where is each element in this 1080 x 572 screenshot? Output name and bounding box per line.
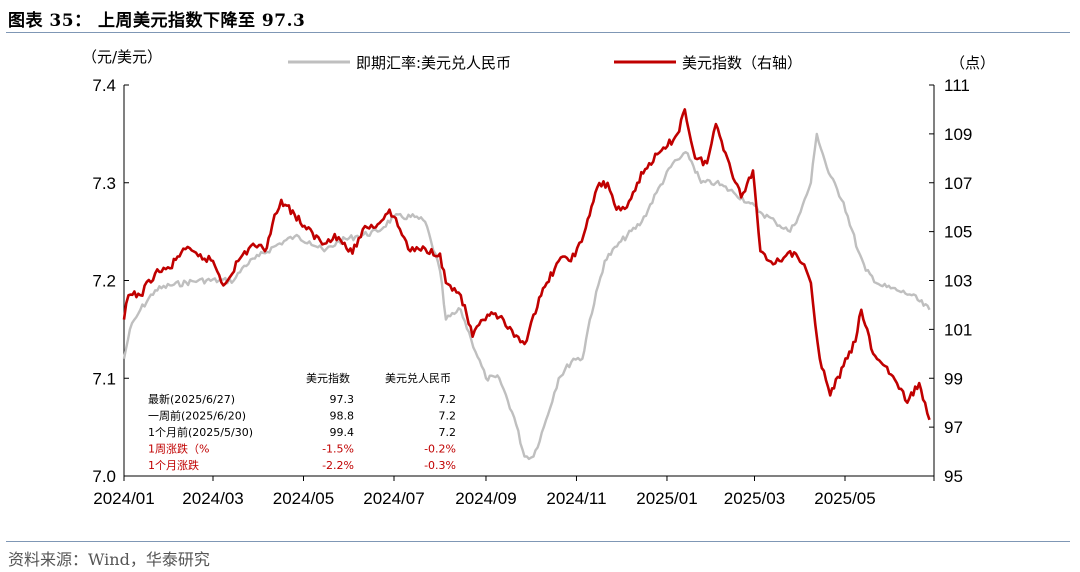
table-cell: 7.2 [439,426,457,439]
x-tick-label: 2025/05 [814,489,875,508]
x-tick-label: 2024/01 [93,489,154,508]
x-tick-label: 2025/03 [724,489,785,508]
dxy-line [122,108,931,421]
usdcny-line [122,132,931,461]
left-axis-unit: （元/美元） [82,48,162,66]
table-cell: 7.2 [439,393,457,406]
x-tick-label: 2024/09 [455,489,516,508]
left-tick-label: 7.3 [92,174,116,193]
left-tick-label: 7.2 [92,272,116,291]
left-tick-label: 7.4 [92,76,116,95]
source-note: 资料来源：Wind，华泰研究 [8,550,210,569]
x-tick-label: 2024/03 [182,489,243,508]
right-tick-label: 97 [944,418,963,437]
table-cell: -1.5% [322,443,354,456]
right-tick-label: 107 [944,174,972,193]
table-row-label: 1周涨跌（% [148,442,209,456]
right-tick-label: 111 [944,76,970,95]
table-cell: 97.3 [330,393,355,406]
left-tick-label: 7.0 [92,467,116,486]
title-bar: 图表 35： 上周美元指数下降至 97.3 [6,4,1070,33]
right-tick-label: 95 [944,467,963,486]
table-cell: -0.2% [424,443,456,456]
right-tick-label: 105 [944,223,972,242]
table-row-label: 1个月前(2025/5/30) [148,425,253,439]
chart-legend: 即期汇率:美元兑人民币 美元指数（右轴） [288,54,802,72]
table-row-label: 最新(2025/6/27) [148,392,235,406]
table-row-label: 一周前(2025/6/20) [148,409,246,423]
table-cell: -0.3% [424,459,456,472]
table-cell: 98.8 [330,410,355,423]
right-axis-unit: （点） [950,54,995,72]
chart-title: 图表 35： 上周美元指数下降至 97.3 [8,11,306,31]
x-tick-label: 2024/05 [273,489,334,508]
source-divider [6,541,1070,542]
x-tick-label: 2025/01 [636,489,697,508]
legend-label-dxy: 美元指数（右轴） [682,54,802,72]
left-tick-label: 7.1 [92,369,116,388]
table-cell: 99.4 [330,426,355,439]
table-row-label: 1个月涨跌 [148,458,199,472]
chart-lines [122,108,931,461]
table-header: 美元兑人民币 [385,371,451,385]
table-header: 美元指数 [306,371,350,385]
right-tick-label: 109 [944,125,972,144]
right-tick-label: 101 [944,320,972,339]
legend-label-usdcny: 即期汇率:美元兑人民币 [356,54,511,72]
chart-axes: 7.4 7.3 7.2 7.1 7.0 111 109 107 105 103 101 99 97 95 2… [82,48,995,508]
x-tick-label: 2024/11 [546,489,606,508]
right-tick-label: 99 [944,369,963,388]
table-cell: 7.2 [439,410,457,423]
right-tick-label: 103 [944,272,972,291]
x-tick-label: 2024/07 [363,489,424,508]
table-cell: -2.2% [322,459,354,472]
